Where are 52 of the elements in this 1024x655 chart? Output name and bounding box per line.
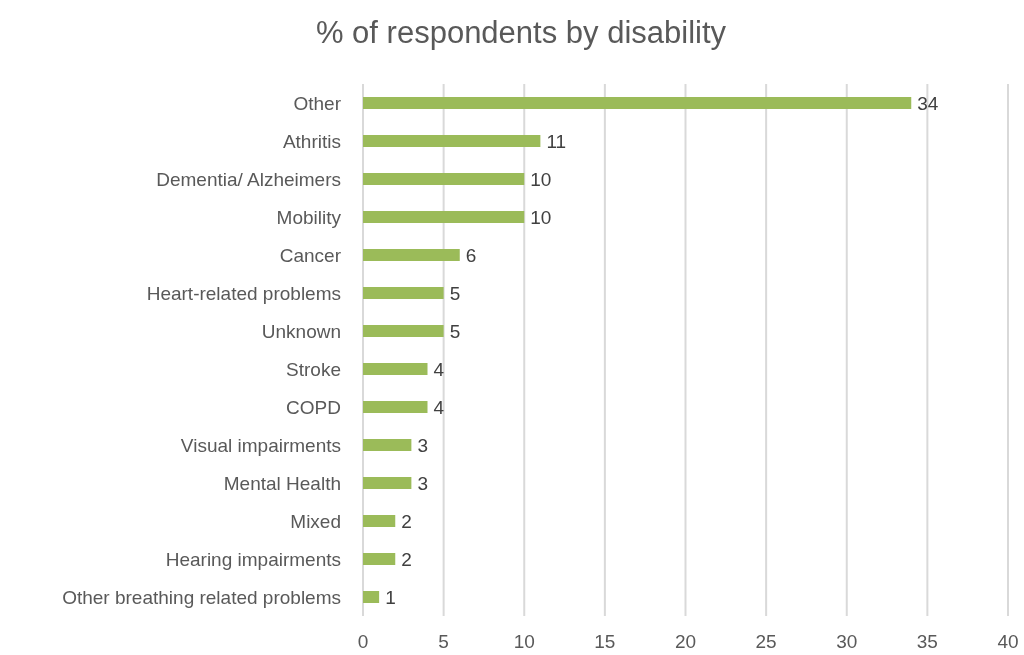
data-label: 2 [401, 549, 412, 570]
y-tick-label: Unknown [261, 321, 341, 342]
y-tick-label: Other [293, 93, 342, 114]
data-label: 5 [449, 283, 461, 304]
data-label: 11 [546, 131, 567, 152]
data-label: 5 [449, 321, 461, 342]
data-label: 3 [417, 473, 428, 494]
data-label: 2 [401, 511, 412, 532]
data-label: 1 [385, 587, 396, 608]
data-label: 10 [530, 169, 552, 190]
data-label: 4 [433, 359, 445, 380]
y-tick-label: Heart-related problems [146, 283, 341, 304]
bar [363, 515, 396, 527]
y-tick-label: Athritis [282, 131, 341, 152]
y-tick-label: Cancer [279, 245, 342, 266]
y-tick-label: Stroke [286, 359, 341, 380]
x-tick-label: 0 [357, 631, 369, 652]
y-tick-label: Other breathing related problems [62, 587, 341, 608]
x-tick-label: 25 [755, 631, 777, 652]
bar [363, 287, 444, 299]
y-tick-label: COPD [286, 397, 341, 418]
bar [363, 477, 412, 489]
bar [363, 325, 444, 337]
y-tick-label: Dementia/ Alzheimers [156, 169, 341, 190]
data-label: 3 [417, 435, 428, 456]
bar [363, 401, 428, 413]
chart-title: % of respondents by disability [315, 15, 727, 50]
bar [363, 135, 541, 147]
x-tick-label: 30 [836, 631, 858, 652]
y-tick-label: Visual impairments [180, 435, 341, 456]
x-tick-label: 35 [916, 631, 938, 652]
x-tick-label: 10 [513, 631, 535, 652]
y-tick-label: Mental Health [223, 473, 341, 494]
data-label: 6 [465, 245, 477, 266]
bar [363, 249, 460, 261]
x-tick-label: 15 [594, 631, 616, 652]
bar [363, 553, 396, 565]
data-label: 34 [917, 93, 939, 114]
data-label: 4 [433, 397, 445, 418]
bar [363, 591, 380, 603]
y-tick-label: Mobility [276, 207, 342, 228]
bar [363, 439, 412, 451]
bar [363, 363, 428, 375]
data-label: 10 [530, 207, 552, 228]
bar [363, 173, 525, 185]
x-tick-label: 40 [997, 631, 1019, 652]
x-tick-label: 5 [438, 631, 449, 652]
x-tick-label: 20 [674, 631, 697, 652]
y-tick-label: Mixed [290, 511, 341, 532]
bar [363, 211, 525, 223]
bar [363, 97, 912, 109]
y-tick-label: Hearing impairments [165, 549, 341, 570]
